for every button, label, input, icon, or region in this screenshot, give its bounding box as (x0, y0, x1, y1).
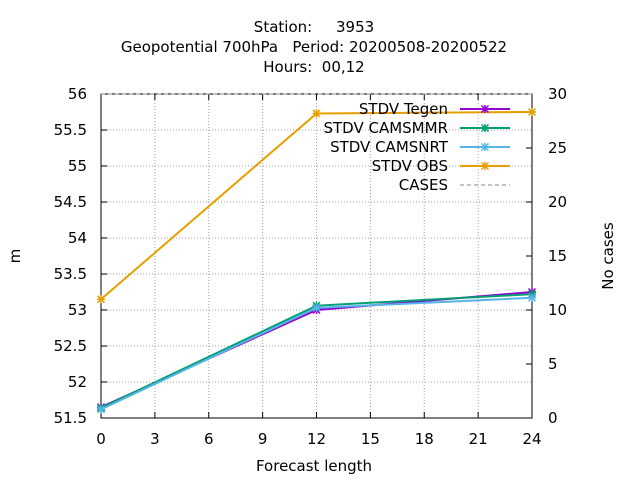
title-line-parameter-period: Geopotential 700hPa Period: 20200508-202… (121, 38, 507, 56)
y-tick-label: 55.5 (54, 121, 87, 139)
x-tick-label: 0 (96, 430, 106, 448)
y-tick-label: 55 (68, 157, 87, 175)
legend-marker (480, 142, 490, 152)
series-group (96, 93, 537, 414)
data-point-2 (312, 303, 321, 312)
plot-frame (100, 93, 533, 419)
y-tick-label: 54.5 (54, 193, 87, 211)
y2-tick-label: 15 (548, 247, 567, 265)
data-point-2 (527, 293, 537, 302)
legend-label: STDV CAMSNRT (330, 138, 449, 156)
y-tick-label: 54 (68, 229, 87, 247)
title-line-hours: Hours: 00,12 (263, 58, 364, 76)
y-tick-label: 51.5 (54, 409, 87, 427)
y2-axis-label: No cases (599, 222, 617, 290)
data-point-3 (312, 109, 321, 118)
legend-label: STDV CAMSMMR (323, 119, 448, 137)
legend-marker (480, 161, 490, 171)
title-line-station: Station: 3953 (254, 18, 374, 36)
legend-label: STDV OBS (372, 157, 448, 175)
x-axis-label: Forecast length (256, 457, 372, 475)
x-tick-label: 12 (307, 430, 326, 448)
y-tick-label: 52 (68, 373, 87, 391)
data-point-3 (96, 295, 106, 304)
y-axis-label: m (6, 249, 24, 264)
data-point-2 (96, 405, 106, 414)
y-tick-label: 53 (68, 301, 87, 319)
y2-tick-label: 10 (548, 301, 567, 319)
grid (101, 94, 532, 418)
series-line-2 (100, 296, 533, 411)
legend-label: CASES (399, 176, 448, 194)
y-tick-label: 56 (68, 85, 87, 103)
data-point-3 (527, 107, 537, 117)
x-tick-label: 3 (150, 430, 160, 448)
x-axis: 0 3 6 9 12 15 18 21 24 (96, 94, 542, 448)
y-axis: 51.5 52 52.5 53 53.5 54 54.5 55 55.5 56 (54, 85, 107, 427)
y2-tick-label: 0 (548, 409, 558, 427)
x-tick-label: 9 (258, 430, 268, 448)
legend-label: STDV Tegen (359, 100, 448, 118)
x-tick-label: 21 (469, 430, 488, 448)
legend-marker (480, 104, 490, 114)
y2-tick-label: 20 (548, 193, 567, 211)
x-tick-label: 6 (204, 430, 214, 448)
y2-tick-label: 5 (548, 355, 558, 373)
legend-marker (480, 123, 490, 133)
chart-title: Station: 3953 Geopotential 700hPa Period… (121, 18, 507, 76)
x-tick-label: 18 (415, 430, 434, 448)
y2-tick-label: 25 (548, 139, 567, 157)
x-tick-label: 15 (361, 430, 380, 448)
y-tick-label: 53.5 (54, 265, 87, 283)
y2-axis: 0 5 10 15 20 25 30 (526, 85, 567, 427)
y2-tick-label: 30 (548, 85, 567, 103)
x-tick-label: 24 (522, 430, 541, 448)
y-tick-label: 52.5 (54, 337, 87, 355)
